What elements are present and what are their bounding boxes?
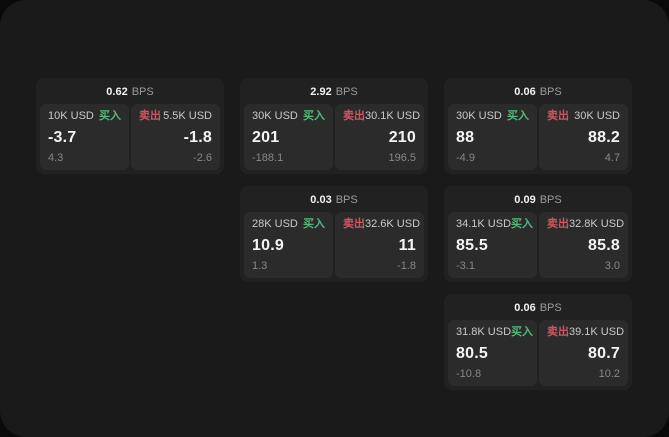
buy-quote[interactable]: 30K USD 买入 88 -4.9 [448, 104, 537, 170]
sell-side-label: 卖出 [547, 326, 569, 338]
sell-price: 210 [388, 128, 416, 146]
buy-amount: 30K USD [252, 110, 298, 122]
buy-side-label: 买入 [511, 218, 534, 230]
sell-quote[interactable]: 卖出 30K USD 88.2 4.7 [539, 104, 628, 170]
sell-price: -1.8 [183, 128, 212, 146]
sell-delta: -1.8 [397, 260, 416, 272]
buy-side-label: 买入 [99, 110, 121, 122]
buy-delta: -3.1 [456, 260, 475, 272]
card-header: 0.06 BPS [448, 298, 628, 318]
bps-value: 0.62 [106, 86, 128, 98]
sell-side-label: 卖出 [139, 110, 161, 122]
bps-unit-label: BPS [539, 302, 562, 314]
buy-amount: 28K USD [252, 218, 298, 230]
buy-amount: 10K USD [48, 110, 94, 122]
sell-side-label: 卖出 [547, 110, 569, 122]
buy-price: 88 [456, 128, 475, 146]
buy-side-label: 买入 [303, 218, 325, 230]
card-header: 0.62 BPS [40, 82, 220, 102]
card-header: 0.03 BPS [244, 190, 424, 210]
bps-value: 0.09 [514, 194, 536, 206]
sell-side-label: 卖出 [343, 218, 365, 230]
sell-amount: 32.8K USD [569, 218, 625, 230]
buy-delta: 4.3 [48, 152, 64, 164]
sell-delta: 3.0 [604, 260, 620, 272]
sell-delta: 10.2 [598, 368, 620, 380]
sell-quote[interactable]: 卖出 30.1K USD 210 196.5 [335, 104, 424, 170]
card-header: 2.92 BPS [244, 82, 424, 102]
buy-quote[interactable]: 34.1K USD 买入 85.5 -3.1 [448, 212, 537, 278]
bps-value: 0.06 [514, 86, 536, 98]
quote-card[interactable]: 2.92 BPS 30K USD 买入 201 -188.1 卖出 30.1K … [240, 78, 428, 174]
buy-price: 80.5 [456, 344, 488, 362]
quote-card[interactable]: 0.03 BPS 28K USD 买入 10.9 1.3 卖出 32.6K US… [240, 186, 428, 282]
buy-delta: -10.8 [456, 368, 482, 380]
sell-price: 80.7 [588, 344, 620, 362]
quote-card[interactable]: 0.09 BPS 34.1K USD 买入 85.5 -3.1 卖出 32.8K… [444, 186, 632, 282]
sell-quote[interactable]: 卖出 5.5K USD -1.8 -2.6 [131, 104, 220, 170]
buy-price: 201 [252, 128, 280, 146]
buy-quote[interactable]: 10K USD 买入 -3.7 4.3 [40, 104, 129, 170]
sell-delta: 4.7 [604, 152, 620, 164]
buy-price: -3.7 [48, 128, 77, 146]
buy-side-label: 买入 [507, 110, 529, 122]
sell-side-label: 卖出 [343, 110, 365, 122]
sell-amount: 5.5K USD [163, 110, 212, 122]
buy-delta: -4.9 [456, 152, 475, 164]
buy-quote[interactable]: 31.8K USD 买入 80.5 -10.8 [448, 320, 537, 386]
card-header: 0.09 BPS [448, 190, 628, 210]
card-header: 0.06 BPS [448, 82, 628, 102]
sell-amount: 30.1K USD [365, 110, 421, 122]
bps-unit-label: BPS [539, 194, 562, 206]
quote-card[interactable]: 0.06 BPS 31.8K USD 买入 80.5 -10.8 卖出 39.1… [444, 294, 632, 390]
bps-unit-label: BPS [335, 194, 358, 206]
bps-unit-label: BPS [131, 86, 154, 98]
buy-delta: 1.3 [252, 260, 268, 272]
sell-quote[interactable]: 卖出 32.8K USD 85.8 3.0 [539, 212, 628, 278]
buy-quote[interactable]: 30K USD 买入 201 -188.1 [244, 104, 333, 170]
buy-quote[interactable]: 28K USD 买入 10.9 1.3 [244, 212, 333, 278]
buy-delta: -188.1 [252, 152, 284, 164]
quote-card[interactable]: 0.62 BPS 10K USD 买入 -3.7 4.3 卖出 5.5K USD… [36, 78, 224, 174]
buy-amount: 34.1K USD [456, 218, 512, 230]
sell-price: 11 [398, 236, 416, 254]
quote-card[interactable]: 0.06 BPS 30K USD 买入 88 -4.9 卖出 30K USD 8… [444, 78, 632, 174]
bps-unit-label: BPS [335, 86, 358, 98]
sell-amount: 39.1K USD [569, 326, 625, 338]
bps-value: 2.92 [310, 86, 332, 98]
buy-price: 10.9 [252, 236, 284, 254]
sell-price: 85.8 [588, 236, 620, 254]
bps-unit-label: BPS [539, 86, 562, 98]
sell-delta: 196.5 [388, 152, 416, 164]
sell-price: 88.2 [588, 128, 620, 146]
sell-delta: -2.6 [193, 152, 212, 164]
sell-quote[interactable]: 卖出 32.6K USD 11 -1.8 [335, 212, 424, 278]
sell-amount: 32.6K USD [365, 218, 421, 230]
bps-value: 0.03 [310, 194, 332, 206]
sell-amount: 30K USD [574, 110, 620, 122]
buy-amount: 31.8K USD [456, 326, 512, 338]
bps-value: 0.06 [514, 302, 536, 314]
buy-side-label: 买入 [303, 110, 325, 122]
buy-amount: 30K USD [456, 110, 502, 122]
buy-price: 85.5 [456, 236, 488, 254]
buy-side-label: 买入 [511, 326, 534, 338]
sell-side-label: 卖出 [547, 218, 569, 230]
sell-quote[interactable]: 卖出 39.1K USD 80.7 10.2 [539, 320, 628, 386]
